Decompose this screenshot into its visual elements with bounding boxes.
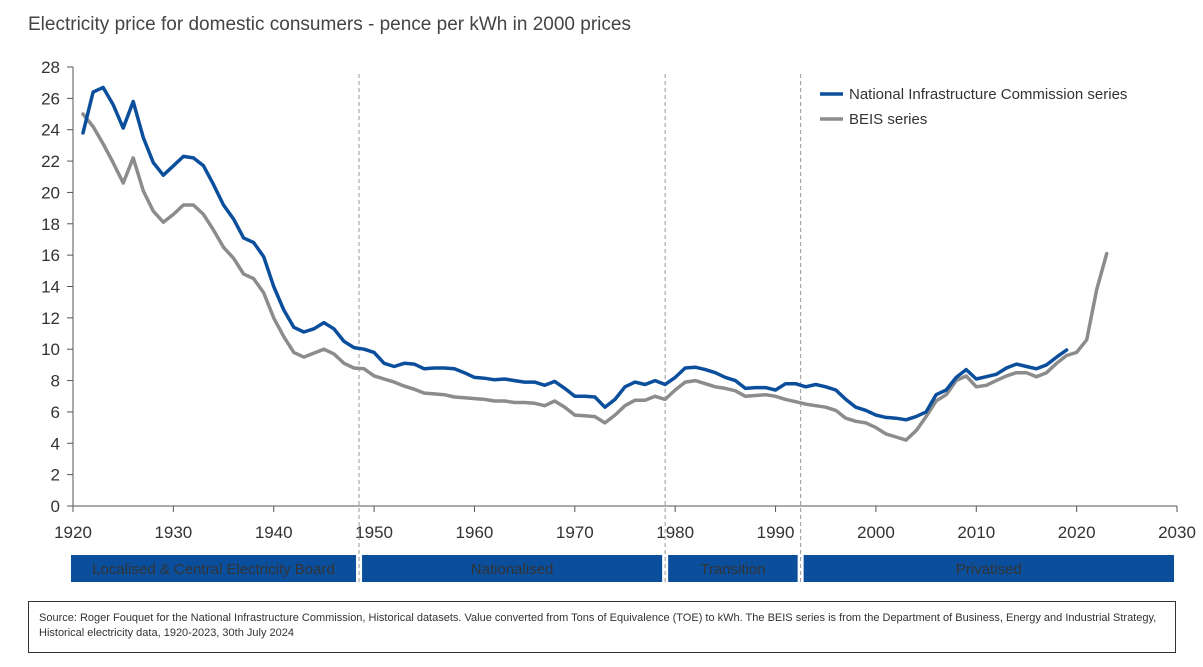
y-tick-label: 20: [41, 183, 60, 202]
x-tick-label: 1950: [355, 523, 393, 542]
y-tick-label: 18: [41, 215, 60, 234]
x-tick-label: 2020: [1058, 523, 1096, 542]
y-tick-label: 14: [41, 278, 60, 297]
y-tick-label: 12: [41, 309, 60, 328]
x-tick-label: 2010: [957, 523, 995, 542]
series-line: [81, 85, 1069, 422]
period-band: [803, 555, 1174, 582]
period-band-label: Nationalised: [471, 561, 554, 578]
y-tick-label: 0: [51, 497, 60, 516]
period-band: [668, 555, 798, 582]
x-tick-label: 2030: [1158, 523, 1196, 542]
y-tick-label: 28: [41, 58, 60, 77]
period-band-label: Privatised: [956, 561, 1022, 578]
legend-label: National Infrastructure Commission serie…: [849, 86, 1127, 103]
period-band: [362, 555, 663, 582]
chart-title: Electricity price for domestic consumers…: [28, 14, 631, 35]
y-tick-label: 2: [51, 466, 60, 485]
x-tick-label: 2000: [857, 523, 895, 542]
y-tick-label: 16: [41, 246, 60, 265]
y-tick-label: 6: [51, 403, 60, 422]
x-tick-label: 1960: [456, 523, 494, 542]
x-tick-label: 1940: [255, 523, 293, 542]
period-band-label: Localised & Central Electricity Board: [92, 561, 335, 578]
x-tick-label: 1980: [656, 523, 694, 542]
y-tick-label: 24: [41, 121, 60, 140]
y-tick-label: 4: [51, 434, 60, 453]
y-tick-label: 8: [51, 372, 60, 391]
x-tick-label: 1990: [757, 523, 795, 542]
y-tick-label: 10: [41, 340, 60, 359]
series-line: [81, 112, 1109, 442]
source-note: Source: Roger Fouquet for the National I…: [28, 601, 1176, 653]
period-band-label: Transition: [700, 561, 765, 578]
x-tick-label: 1970: [556, 523, 594, 542]
y-tick-label: 26: [41, 89, 60, 108]
period-band: [70, 555, 357, 582]
legend-label: BEIS series: [849, 111, 927, 128]
x-tick-label: 1920: [54, 523, 92, 542]
y-tick-label: 22: [41, 152, 60, 171]
x-tick-label: 1930: [154, 523, 192, 542]
